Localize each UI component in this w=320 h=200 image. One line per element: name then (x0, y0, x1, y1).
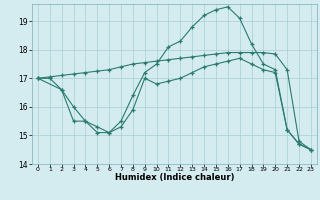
X-axis label: Humidex (Indice chaleur): Humidex (Indice chaleur) (115, 173, 234, 182)
